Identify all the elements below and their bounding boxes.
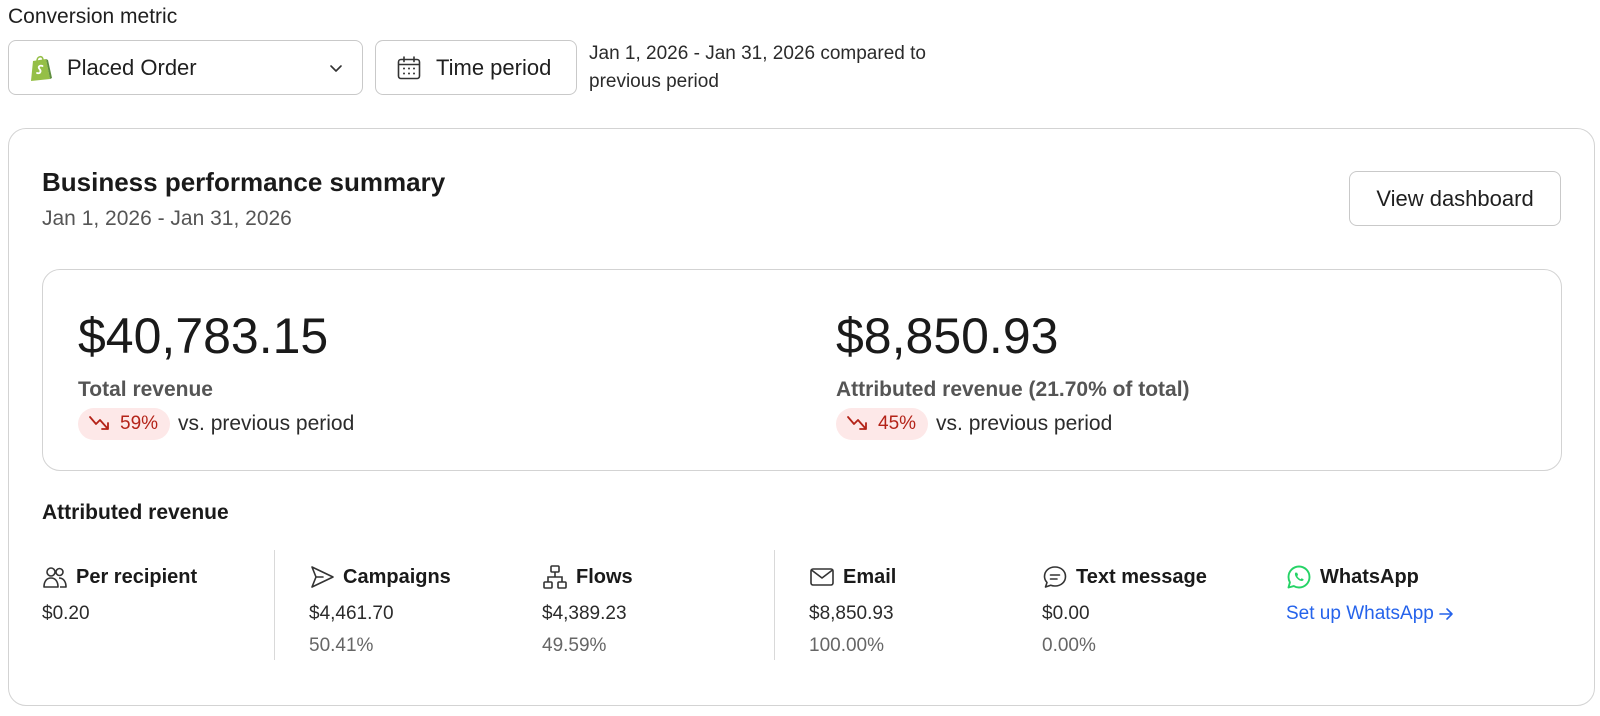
total-revenue-value: $40,783.15 [78, 308, 329, 364]
calendar-icon [396, 55, 422, 81]
chevron-down-icon [328, 60, 344, 76]
shopify-icon [29, 54, 53, 82]
total-revenue-stat: $40,783.15 Total revenue 59% vs. previou… [78, 308, 354, 440]
whatsapp-label: WhatsApp [1320, 565, 1419, 588]
change-value: 59% [120, 413, 159, 434]
change-value: 45% [878, 413, 917, 434]
view-dashboard-button[interactable]: View dashboard [1349, 171, 1561, 226]
time-period-button[interactable]: Time period [375, 40, 577, 95]
comparison-label: vs. previous period [936, 412, 1113, 435]
text-message-column: Text message $0.00 0.00% [1042, 563, 1207, 657]
per-recipient-value: $0.20 [42, 603, 90, 624]
send-icon [309, 564, 335, 590]
campaigns-value: $4,461.70 [309, 603, 394, 624]
flows-value: $4,389.23 [542, 603, 627, 624]
flows-percent: 49.59% [542, 635, 607, 656]
revenue-summary-box: $40,783.15 Total revenue 59% vs. previou… [42, 269, 1562, 471]
select-value: Placed Order [67, 54, 197, 80]
email-column: Email $8,850.93 100.00% [809, 563, 896, 657]
per-recipient-column: Per recipient $0.20 [42, 563, 197, 625]
text-message-label: Text message [1076, 565, 1207, 588]
flow-icon [542, 564, 568, 590]
attributed-revenue-label: Attributed revenue (21.70% of total) [836, 378, 1190, 401]
campaigns-percent: 50.41% [309, 635, 374, 656]
email-value: $8,850.93 [809, 603, 894, 624]
card-title: Business performance summary [42, 167, 446, 197]
email-label: Email [843, 565, 897, 588]
attributed-revenue-stat: $8,850.93 Attributed revenue (21.70% of … [836, 308, 1190, 440]
card-date-range: Jan 1, 2026 - Jan 31, 2026 [42, 207, 292, 230]
people-icon [42, 564, 68, 590]
whatsapp-icon [1286, 564, 1312, 590]
comparison-label: vs. previous period [178, 412, 355, 435]
total-revenue-delta: 59% vs. previous period [78, 408, 354, 440]
campaigns-column: Campaigns $4,461.70 50.41% [309, 563, 451, 657]
campaigns-label: Campaigns [343, 565, 451, 588]
conversion-metric-select[interactable]: Placed Order [8, 40, 363, 95]
conversion-metric-label: Conversion metric [8, 5, 178, 28]
attributed-revenue-title: Attributed revenue [42, 501, 229, 524]
whatsapp-column: WhatsApp Set up WhatsApp [1286, 563, 1455, 625]
flows-label: Flows [576, 565, 633, 588]
setup-whatsapp-link[interactable]: Set up WhatsApp [1286, 603, 1455, 625]
setup-whatsapp-label: Set up WhatsApp [1286, 603, 1434, 624]
mail-icon [809, 564, 835, 590]
comparison-text: Jan 1, 2026 - Jan 31, 2026 compared to p… [589, 43, 926, 92]
change-badge: 59% [78, 408, 171, 440]
total-revenue-label: Total revenue [78, 378, 213, 401]
change-badge: 45% [836, 408, 929, 440]
trend-down-icon [846, 414, 872, 434]
column-divider [774, 550, 775, 660]
chat-icon [1042, 564, 1068, 590]
email-percent: 100.00% [809, 635, 885, 656]
per-recipient-label: Per recipient [76, 565, 198, 588]
time-period-label: Time period [436, 54, 552, 80]
attributed-revenue-delta: 45% vs. previous period [836, 408, 1190, 440]
arrow-right-icon [1437, 605, 1455, 623]
text-message-percent: 0.00% [1042, 635, 1096, 656]
trend-down-icon [88, 414, 114, 434]
attributed-revenue-value: $8,850.93 [836, 308, 1059, 364]
business-performance-card: Business performance summary Jan 1, 2026… [8, 128, 1595, 706]
flows-column: Flows $4,389.23 49.59% [542, 563, 633, 657]
column-divider [274, 550, 275, 660]
text-message-value: $0.00 [1042, 603, 1090, 624]
